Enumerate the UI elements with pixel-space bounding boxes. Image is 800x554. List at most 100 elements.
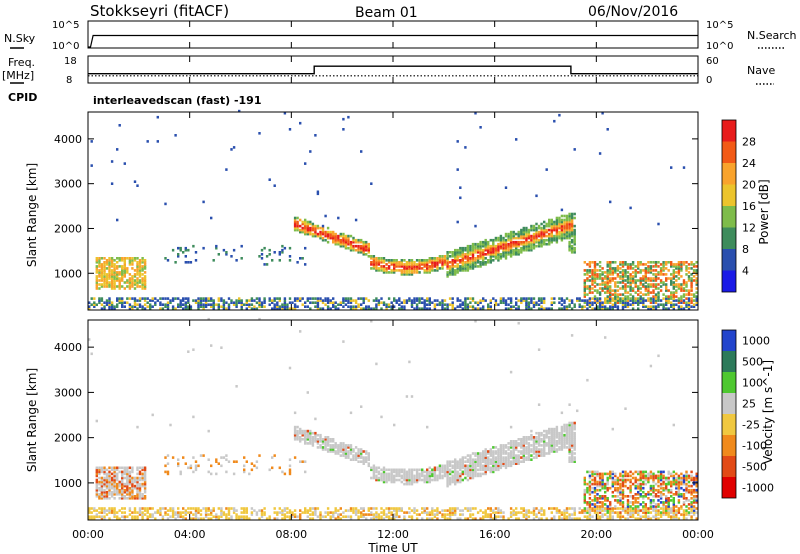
heat-cell [342, 244, 345, 248]
heat-cell [304, 442, 307, 445]
heat-cell [588, 484, 592, 488]
heat-cell [197, 507, 200, 510]
heat-cell [192, 456, 195, 459]
heat-cell [164, 456, 167, 459]
heat-cell [647, 493, 650, 496]
heat-cell [362, 458, 365, 461]
heat-cell [352, 458, 355, 461]
heat-cell [410, 261, 414, 264]
heat-cell [316, 192, 320, 196]
heat-cell [362, 515, 365, 518]
heat-cell [121, 478, 124, 482]
heat-cell [357, 251, 360, 254]
heat-cell [619, 482, 622, 486]
heat-cell [344, 454, 348, 457]
heat-cell [291, 513, 294, 516]
heat-cell [598, 273, 602, 276]
heat-cell [329, 299, 332, 302]
heat-cell [105, 303, 109, 306]
heat-cell [316, 232, 320, 236]
heat-cell [131, 283, 134, 286]
heat-cell [184, 511, 187, 514]
heat-cell [631, 515, 635, 518]
heat-cell [321, 226, 325, 230]
heat-cell [631, 511, 635, 514]
heat-cell [570, 440, 574, 443]
heat-cell [390, 468, 393, 472]
heat-cell [418, 261, 421, 264]
heat-cell [113, 287, 116, 290]
heat-cell [479, 126, 482, 129]
heat-cell [342, 444, 345, 447]
heat-cell [375, 515, 378, 518]
heat-cell [482, 456, 485, 459]
heat-cell [588, 305, 592, 308]
heat-cell [141, 287, 144, 290]
heat-cell [334, 236, 337, 240]
heat-cell [405, 476, 409, 480]
heat-cell [670, 305, 673, 308]
heat-cell [380, 259, 383, 262]
heat-cell [372, 515, 376, 518]
heat-cell [535, 454, 538, 457]
heat-cell [672, 281, 675, 284]
heat-cell [614, 511, 617, 514]
heat-cell [570, 244, 574, 248]
heat-cell [329, 515, 332, 518]
heat-cell [349, 246, 353, 250]
heat-cell [476, 248, 480, 252]
heat-cell [321, 224, 325, 228]
heat-cell [393, 513, 396, 516]
heat-cell [271, 456, 274, 459]
heat-cell [670, 291, 673, 294]
heat-cell [484, 458, 487, 461]
heat-cell [421, 307, 424, 310]
heat-cell [502, 255, 505, 258]
heat-cell [507, 458, 510, 461]
heat-cell [387, 265, 391, 268]
heat-cell [550, 226, 553, 230]
heat-cell [103, 507, 106, 510]
heat-cell [131, 307, 134, 310]
heat-cell [489, 238, 492, 242]
heat-cell [293, 307, 297, 310]
heat-cell [448, 261, 452, 264]
heat-cell [499, 244, 503, 248]
heat-cell [194, 517, 198, 520]
heat-cell [588, 291, 592, 294]
heat-cell [248, 299, 251, 302]
heat-cell [448, 460, 452, 463]
heat-cell [509, 454, 513, 457]
heat-cell [687, 271, 691, 274]
heat-cell [680, 267, 683, 270]
heat-cell [421, 517, 424, 520]
heat-cell [515, 248, 518, 252]
heat-cell [98, 495, 101, 498]
heat-cell [596, 299, 599, 302]
heat-cell [329, 440, 332, 443]
heat-cell [169, 423, 172, 427]
heat-cell [182, 299, 185, 302]
heat-cell [565, 446, 569, 449]
heat-cell [499, 301, 503, 304]
heat-cell [400, 470, 403, 474]
heat-cell [512, 454, 515, 457]
heat-cell [220, 515, 223, 518]
heat-cell [642, 279, 645, 282]
heat-cell [464, 464, 467, 468]
heat-cell [352, 305, 355, 308]
heat-cell [408, 507, 411, 510]
heat-cell [332, 438, 335, 441]
heat-cell [476, 246, 480, 250]
heat-cell [535, 244, 538, 248]
heat-cell [143, 472, 147, 476]
heat-cell [245, 299, 248, 302]
heat-cell [482, 450, 485, 453]
heat-cell [421, 472, 424, 476]
heat-cell [108, 299, 111, 302]
heat-cell [494, 257, 498, 260]
heat-cell [695, 281, 698, 284]
heat-cell [215, 517, 218, 520]
heat-cell [504, 458, 508, 461]
heat-cell [522, 246, 525, 250]
